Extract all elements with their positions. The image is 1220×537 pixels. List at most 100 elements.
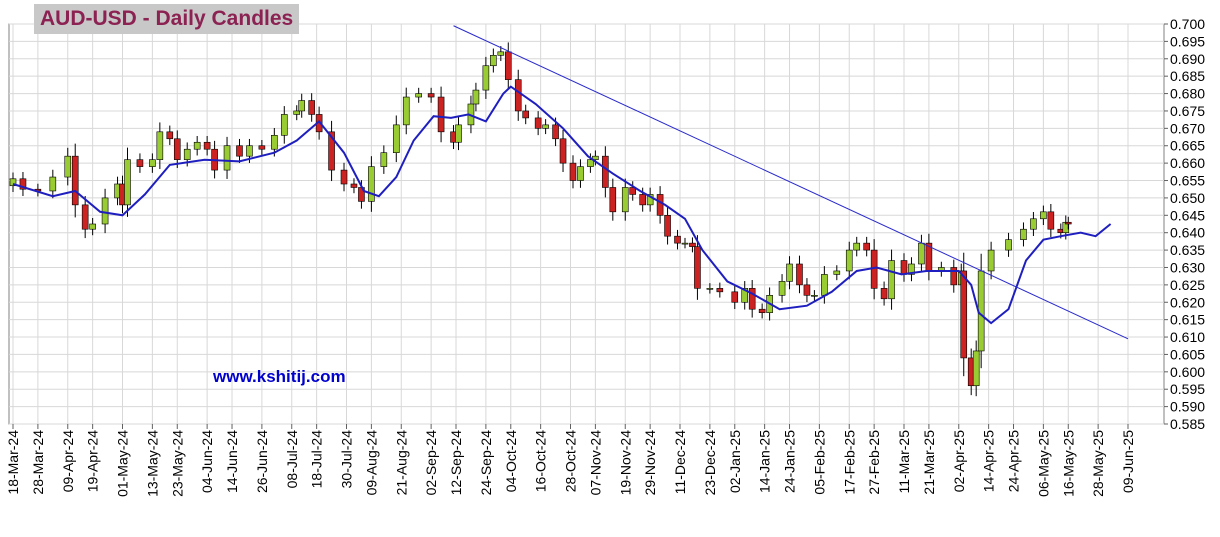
candle-body [71,155,79,206]
y-tick-label: 0.665 [1170,138,1205,154]
candle-body [49,176,57,192]
y-tick-label: 0.635 [1170,242,1205,258]
candle-body [101,197,109,225]
candle-body [987,249,995,272]
candle-body [490,55,497,67]
x-tick-label: 02-Sep-24 [423,430,439,496]
x-tick-label: 18-Jul-24 [309,430,325,489]
candle-body [908,263,915,275]
candle-body [64,155,72,178]
candle-body [542,124,549,129]
candle-body [298,100,306,112]
x-tick-label: 12-Sep-24 [448,430,464,496]
candle-body [681,242,689,245]
x-tick-label: 14-Jan-25 [757,430,773,493]
x-tick-label: 26-Jun-24 [254,430,270,493]
x-tick-label: 23-Dec-24 [702,430,718,496]
x-tick-label: 04-Jun-24 [199,430,215,493]
y-tick-label: 0.630 [1170,259,1205,275]
x-tick-label: 02-Jan-25 [727,430,743,493]
y-tick-label: 0.605 [1170,346,1205,362]
candle-body [504,51,512,80]
candle-body [308,100,315,115]
candle-body [664,215,671,237]
y-tick-label: 0.625 [1170,277,1205,293]
y-tick-label: 0.595 [1170,381,1205,397]
candle-body [19,178,27,190]
candle-body [694,246,701,289]
x-tick-label: 13-May-24 [144,430,160,497]
x-tick-label: 28-May-25 [1090,430,1106,497]
x-tick-label: 19-Apr-24 [85,430,101,492]
candle-body [796,263,803,286]
candle-body [559,138,567,164]
candle-body [960,270,968,359]
candle-body [203,141,211,150]
y-tick-label: 0.695 [1170,33,1205,49]
candle-body [280,114,288,136]
x-tick-label: 28-Oct-24 [563,430,579,492]
candle-body [415,93,422,98]
candle-body [811,295,818,297]
y-tick-label: 0.690 [1170,51,1205,67]
candle-body [853,242,861,251]
candle-body [778,281,786,296]
x-tick-label: 09-Apr-24 [60,430,76,492]
candle-body [552,124,559,140]
candle-body [918,242,925,265]
x-tick-label: 09-Aug-24 [363,430,379,496]
y-tick-label: 0.660 [1170,155,1205,171]
candle-body [587,159,594,167]
x-tick-label: 17-Feb-25 [841,430,857,495]
y-tick-label: 0.590 [1170,399,1205,415]
candle-body [380,152,388,167]
candle-body [758,308,766,313]
candle-body [1020,228,1027,240]
candle-body [455,124,462,143]
candle-body [821,274,828,296]
plot-frame [8,23,1165,425]
candle-body [402,96,410,126]
y-tick-label: 0.700 [1170,16,1205,32]
candle-body [646,194,654,206]
candle-body [1064,221,1072,225]
candle-body [246,145,253,157]
x-tick-label: 29-Nov-24 [642,430,658,496]
candle-body [569,162,577,181]
candle-body [602,155,609,188]
candle-body [629,187,637,195]
candle-body [124,159,131,206]
chart-title: AUD-USD - Daily Candles [34,4,300,34]
candle-body [534,117,542,129]
x-tick-label: 18-Mar-24 [5,430,21,495]
candle-body [609,187,617,213]
candle-body [522,110,530,119]
candle-body [833,270,841,275]
candle-body [972,350,980,387]
y-tick-label: 0.620 [1170,294,1205,310]
candle-body [748,288,756,310]
candle-body [437,96,445,133]
candle-body [845,249,853,272]
y-tick-label: 0.675 [1170,103,1205,119]
candle-body [223,145,231,171]
y-tick-label: 0.610 [1170,329,1205,345]
candle-body [193,141,201,150]
source-watermark: www.kshitij.com [213,367,346,386]
candle-body [880,288,888,300]
candle-body [1030,218,1037,230]
y-tick-label: 0.650 [1170,190,1205,206]
candle-body [689,242,696,247]
candle-body [149,159,156,167]
trendline [453,25,1129,340]
candle-body [183,148,191,160]
candle-body [786,263,793,282]
x-tick-label: 27-Feb-25 [866,430,882,495]
candle-body [136,159,144,167]
candle-body [271,135,278,150]
x-tick-label: 24-Sep-24 [478,430,494,496]
x-tick-label: 05-Feb-25 [811,430,827,495]
candle-body [328,131,335,171]
candle-body [863,242,870,251]
